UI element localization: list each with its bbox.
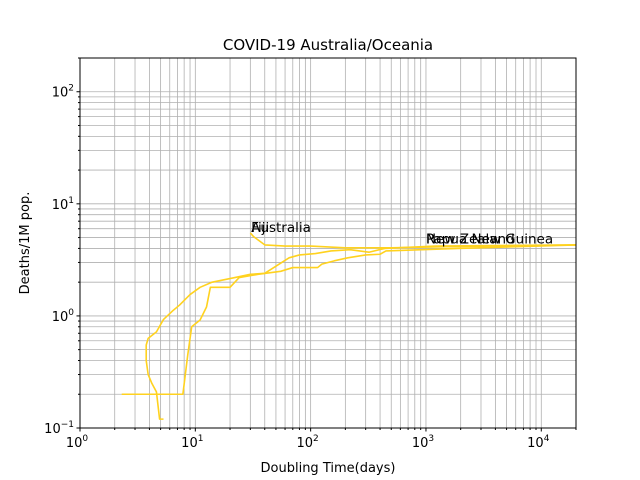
y-tick-label: 10−1 bbox=[44, 420, 74, 437]
x-tick-label: 101 bbox=[181, 434, 203, 451]
series-line-1 bbox=[121, 244, 576, 396]
series-line-2 bbox=[145, 244, 576, 420]
series-annotation: Australia bbox=[251, 220, 311, 236]
plot-frame bbox=[79, 57, 577, 429]
series-annotation: Papua New Guinea bbox=[426, 231, 553, 247]
y-tick-labels: 10−1 100 101 102 bbox=[44, 84, 74, 437]
x-tick-labels: 100 101 102 103 104 bbox=[66, 434, 550, 451]
x-tick-label: 103 bbox=[412, 434, 434, 451]
grid-lines bbox=[79, 57, 577, 429]
series-line-3 bbox=[249, 232, 576, 249]
axis-ticks bbox=[76, 57, 577, 432]
series-lines bbox=[121, 232, 576, 420]
x-tick-label: 102 bbox=[297, 434, 319, 451]
x-tick-label: 104 bbox=[527, 434, 550, 451]
chart-title: COVID-19 Australia/Oceania bbox=[223, 36, 433, 54]
series-annotation: Fiji bbox=[251, 220, 269, 236]
y-tick-label: 101 bbox=[52, 196, 74, 213]
x-tick-label: 100 bbox=[66, 434, 89, 451]
y-tick-label: 100 bbox=[52, 308, 75, 325]
x-axis-label: Doubling Time(days) bbox=[261, 461, 396, 476]
y-axis-label: Deaths/1M pop. bbox=[18, 192, 33, 295]
series-annotation: New Zealand bbox=[426, 231, 515, 247]
y-tick-label: 102 bbox=[52, 84, 74, 101]
